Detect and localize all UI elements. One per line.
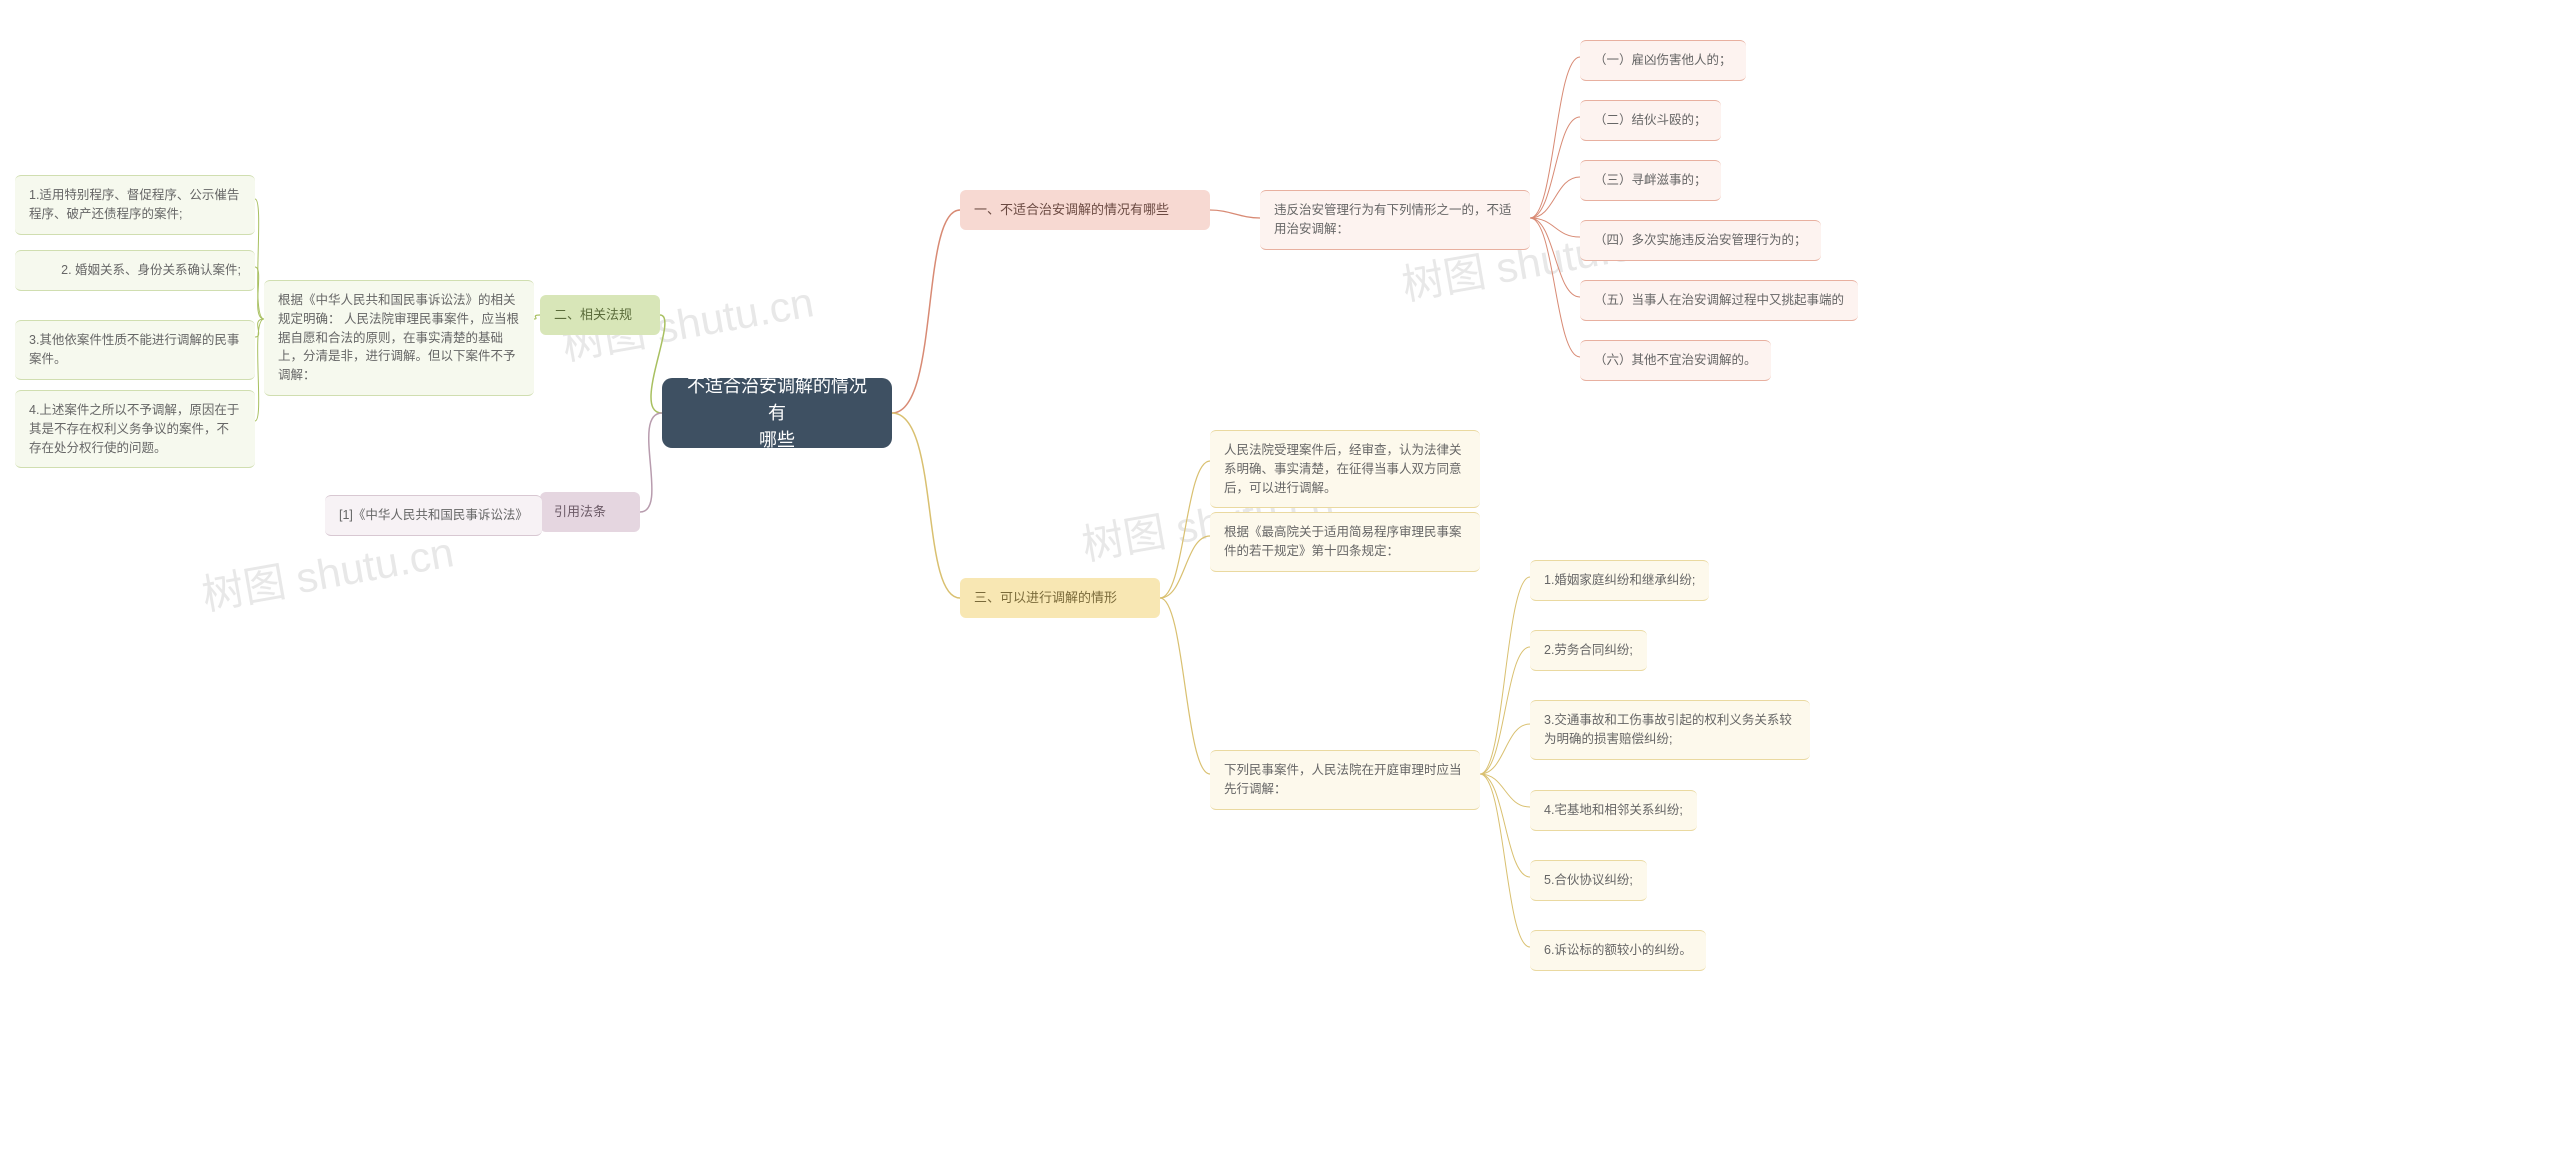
b2-child-0-text: 根据《中华人民共和国民事诉讼法》的相关规定明确： 人民法院审理民事案件，应当根据… — [278, 291, 520, 385]
b1-child-0-text: 违反治安管理行为有下列情形之一的，不适用治安调解： — [1274, 201, 1516, 239]
b2-leaf-1-text: 2. 婚姻关系、身份关系确认案件; — [61, 261, 241, 280]
b2-leaf-2[interactable]: 3.其他依案件性质不能进行调解的民事案件。 — [15, 320, 255, 380]
branch-1-label: 一、不适合治安调解的情况有哪些 — [974, 200, 1169, 220]
b3-leaf-2-text: 3.交通事故和工伤事故引起的权利义务关系较为明确的损害赔偿纠纷; — [1544, 711, 1796, 749]
b2-leaf-2-text: 3.其他依案件性质不能进行调解的民事案件。 — [29, 331, 241, 369]
branch-3-label: 三、可以进行调解的情形 — [974, 588, 1117, 608]
b1-leaf-1[interactable]: （二）结伙斗殴的； — [1580, 100, 1721, 141]
b3-leaf-4[interactable]: 5.合伙协议纠纷; — [1530, 860, 1647, 901]
b3-leaf-1[interactable]: 2.劳务合同纠纷; — [1530, 630, 1647, 671]
b1-leaf-4[interactable]: （五）当事人在治安调解过程中又挑起事端的 — [1580, 280, 1858, 321]
b2-leaf-0-text: 1.适用特别程序、督促程序、公示催告程序、破产还债程序的案件; — [29, 186, 241, 224]
b1-leaf-3-text: （四）多次实施违反治安管理行为的； — [1594, 231, 1807, 250]
b3-child-2[interactable]: 下列民事案件，人民法院在开庭审理时应当先行调解： — [1210, 750, 1480, 810]
branch-4-label: 引用法条 — [554, 502, 606, 522]
b1-leaf-1-text: （二）结伙斗殴的； — [1594, 111, 1707, 130]
b3-leaf-3[interactable]: 4.宅基地和相邻关系纠纷; — [1530, 790, 1697, 831]
branch-1[interactable]: 一、不适合治安调解的情况有哪些 — [960, 190, 1210, 230]
branch-2[interactable]: 二、相关法规 — [540, 295, 660, 335]
b3-child-1[interactable]: 根据《最高院关于适用简易程序审理民事案件的若干规定》第十四条规定： — [1210, 512, 1480, 572]
connector-layer — [0, 0, 2560, 1176]
b1-leaf-2-text: （三）寻衅滋事的； — [1594, 171, 1707, 190]
b4-child-0[interactable]: [1]《中华人民共和国民事诉讼法》 — [325, 495, 542, 536]
b2-child-0[interactable]: 根据《中华人民共和国民事诉讼法》的相关规定明确： 人民法院审理民事案件，应当根据… — [264, 280, 534, 396]
b3-leaf-0-text: 1.婚姻家庭纠纷和继承纠纷; — [1544, 571, 1695, 590]
branch-4[interactable]: 引用法条 — [540, 492, 640, 532]
b1-leaf-0[interactable]: （一）雇凶伤害他人的； — [1580, 40, 1746, 81]
b3-leaf-5-text: 6.诉讼标的额较小的纠纷。 — [1544, 941, 1692, 960]
b2-leaf-1[interactable]: 2. 婚姻关系、身份关系确认案件; — [15, 250, 255, 291]
b2-leaf-3[interactable]: 4.上述案件之所以不予调解，原因在于其是不存在权利义务争议的案件，不存在处分权行… — [15, 390, 255, 468]
b3-child-2-text: 下列民事案件，人民法院在开庭审理时应当先行调解： — [1224, 761, 1466, 799]
b3-child-0[interactable]: 人民法院受理案件后，经审查，认为法律关系明确、事实清楚，在征得当事人双方同意后，… — [1210, 430, 1480, 508]
b1-leaf-0-text: （一）雇凶伤害他人的； — [1594, 51, 1732, 70]
b1-leaf-2[interactable]: （三）寻衅滋事的； — [1580, 160, 1721, 201]
b3-leaf-2[interactable]: 3.交通事故和工伤事故引起的权利义务关系较为明确的损害赔偿纠纷; — [1530, 700, 1810, 760]
b1-leaf-5-text: （六）其他不宜治安调解的。 — [1594, 351, 1757, 370]
b2-leaf-3-text: 4.上述案件之所以不予调解，原因在于其是不存在权利义务争议的案件，不存在处分权行… — [29, 401, 241, 457]
b1-child-0[interactable]: 违反治安管理行为有下列情形之一的，不适用治安调解： — [1260, 190, 1530, 250]
b3-leaf-0[interactable]: 1.婚姻家庭纠纷和继承纠纷; — [1530, 560, 1709, 601]
b4-child-0-text: [1]《中华人民共和国民事诉讼法》 — [339, 506, 528, 525]
b2-leaf-0[interactable]: 1.适用特别程序、督促程序、公示催告程序、破产还债程序的案件; — [15, 175, 255, 235]
b3-child-0-text: 人民法院受理案件后，经审查，认为法律关系明确、事实清楚，在征得当事人双方同意后，… — [1224, 441, 1466, 497]
b3-leaf-4-text: 5.合伙协议纠纷; — [1544, 871, 1633, 890]
b1-leaf-5[interactable]: （六）其他不宜治安调解的。 — [1580, 340, 1771, 381]
root-label: 不适合治安调解的情况有 哪些 — [686, 373, 868, 454]
b3-leaf-1-text: 2.劳务合同纠纷; — [1544, 641, 1633, 660]
b1-leaf-4-text: （五）当事人在治安调解过程中又挑起事端的 — [1594, 291, 1844, 310]
b3-leaf-3-text: 4.宅基地和相邻关系纠纷; — [1544, 801, 1683, 820]
b3-leaf-5[interactable]: 6.诉讼标的额较小的纠纷。 — [1530, 930, 1706, 971]
branch-3[interactable]: 三、可以进行调解的情形 — [960, 578, 1160, 618]
root-node[interactable]: 不适合治安调解的情况有 哪些 — [662, 378, 892, 448]
b1-leaf-3[interactable]: （四）多次实施违反治安管理行为的； — [1580, 220, 1821, 261]
b3-child-1-text: 根据《最高院关于适用简易程序审理民事案件的若干规定》第十四条规定： — [1224, 523, 1466, 561]
branch-2-label: 二、相关法规 — [554, 305, 632, 325]
